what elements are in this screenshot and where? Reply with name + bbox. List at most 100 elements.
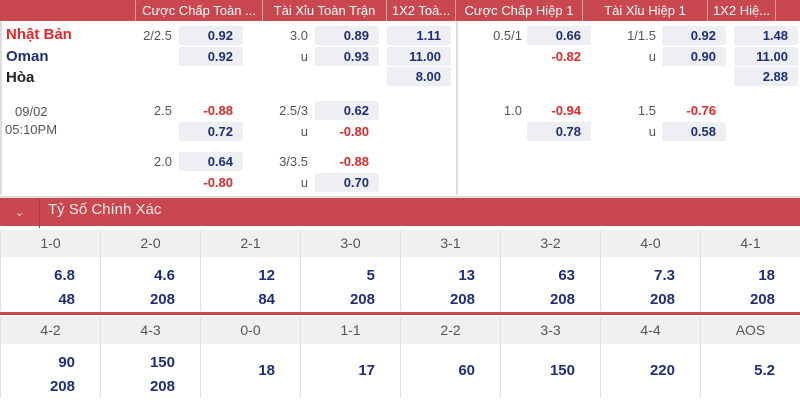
score-cell[interactable]: AOS 5.2 [700, 317, 800, 398]
score-cell[interactable]: 2-0 4.6 208 [100, 230, 200, 311]
col-ft-handicap[interactable]: Cược Chấp Toàn ... [135, 0, 262, 21]
ou-line: 3/3.5 [279, 154, 308, 169]
score-odds[interactable]: 84 [258, 291, 275, 308]
col-h1-1x2[interactable]: 1X2 Hiệ... [707, 0, 775, 21]
odds-cell[interactable]: 0.58 [662, 122, 726, 141]
score-odds[interactable]: 208 [749, 291, 775, 308]
odds-cell[interactable]: -0.94 [551, 103, 581, 118]
odds-cell[interactable]: -0.88 [339, 154, 369, 169]
score-cell[interactable]: 2-1 12 84 [200, 230, 300, 311]
score-cell[interactable]: 3-2 63 208 [500, 230, 600, 311]
odds-cell[interactable]: 0.64 [179, 152, 243, 171]
score-odds[interactable]: 208 [649, 291, 675, 308]
score-cell[interactable]: 4-3 150 208 [100, 317, 200, 398]
score-label: 3-3 [501, 317, 600, 344]
odds-cell[interactable]: 0.78 [527, 122, 591, 141]
score-odds[interactable]: 4.6 [154, 267, 175, 284]
score-label: 2-2 [401, 317, 500, 344]
under-label: u [648, 124, 656, 139]
odds-cell[interactable]: -0.80 [203, 175, 233, 190]
score-cell[interactable]: 4-2 90 208 [0, 317, 100, 398]
score-odds[interactable]: 18 [258, 362, 275, 379]
score-odds[interactable]: 5.2 [754, 362, 775, 379]
score-cell[interactable]: 3-1 13 208 [400, 230, 500, 311]
odds-cell[interactable]: 8.00 [387, 67, 451, 86]
odds-cell[interactable]: 1.11 [387, 26, 451, 45]
col-h1-handicap[interactable]: Cược Chấp Hiệp 1 [455, 0, 582, 21]
score-cell[interactable]: 2-2 60 [400, 317, 500, 398]
odds-cell[interactable]: 1.48 [734, 26, 798, 45]
match-time: 05:10PM [5, 122, 58, 137]
odds-cell[interactable]: -0.82 [551, 49, 581, 64]
hdp-line: 0.5/1 [493, 28, 522, 43]
score-cell[interactable]: 3-0 5 208 [300, 230, 400, 311]
odds-cell[interactable]: 0.92 [179, 26, 243, 45]
score-label: 2-1 [201, 230, 300, 257]
correct-score-header[interactable]: ⌄ Tỷ Số Chính Xác [0, 196, 800, 228]
col-ft-over-under[interactable]: Tài Xỉu Toàn Trận [262, 0, 386, 21]
score-cell[interactable]: 3-3 150 [500, 317, 600, 398]
score-cell[interactable]: 1-1 17 [300, 317, 400, 398]
odds-cell[interactable]: 11.00 [387, 47, 451, 66]
score-odds[interactable]: 5 [366, 267, 375, 284]
odds-cell[interactable]: 0.70 [315, 173, 379, 192]
score-label: 4-3 [101, 317, 200, 344]
score-odds[interactable]: 150 [549, 362, 575, 379]
chevron-down-icon[interactable]: ⌄ [0, 198, 40, 228]
score-odds[interactable]: 150 [149, 354, 175, 371]
away-team: Oman [6, 48, 49, 65]
score-cell[interactable]: 4-0 7.3 208 [600, 230, 700, 311]
score-cell[interactable]: 0-0 18 [200, 317, 300, 398]
score-label: AOS [701, 317, 800, 344]
odds-cell[interactable]: 0.62 [315, 101, 379, 120]
col-extra [775, 0, 800, 21]
odds-cell[interactable]: -0.88 [203, 103, 233, 118]
score-odds[interactable]: 6.8 [54, 267, 75, 284]
score-odds[interactable]: 208 [349, 291, 375, 308]
score-odds[interactable]: 7.3 [654, 267, 675, 284]
score-odds[interactable]: 220 [649, 362, 675, 379]
hdp-line: 2.0 [153, 154, 172, 169]
score-odds[interactable]: 60 [458, 362, 475, 379]
ou-line: 3.0 [289, 28, 308, 43]
odds-cell[interactable]: 11.00 [734, 47, 798, 66]
score-odds[interactable]: 12 [258, 267, 275, 284]
score-odds[interactable]: 208 [149, 378, 175, 395]
odds-cell[interactable]: 0.72 [179, 122, 243, 141]
col-h1-over-under[interactable]: Tài Xỉu Hiệp 1 [582, 0, 707, 21]
score-odds[interactable]: 63 [558, 267, 575, 284]
score-cell[interactable]: 4-4 220 [600, 317, 700, 398]
odds-cell[interactable]: -0.76 [686, 103, 716, 118]
score-odds[interactable]: 208 [449, 291, 475, 308]
odds-cell[interactable]: 2.88 [734, 67, 798, 86]
score-odds[interactable]: 13 [458, 267, 475, 284]
odds-cell[interactable]: 0.66 [527, 26, 591, 45]
col-ft-1x2[interactable]: 1X2 Toà... [386, 0, 455, 21]
section-title: Tỷ Số Chính Xác [48, 201, 162, 218]
odds-cell[interactable]: 0.90 [662, 47, 726, 66]
score-odds[interactable]: 208 [149, 291, 175, 308]
odds-cell[interactable]: -0.80 [339, 124, 369, 139]
home-team: Nhật Bản [6, 26, 72, 43]
score-label: 4-0 [601, 230, 700, 257]
score-label: 4-4 [601, 317, 700, 344]
score-odds[interactable]: 208 [549, 291, 575, 308]
score-label: 1-0 [1, 230, 100, 257]
row-divider [0, 312, 800, 315]
score-cell[interactable]: 4-1 18 208 [700, 230, 800, 311]
score-label: 3-1 [401, 230, 500, 257]
odds-cell[interactable]: 0.89 [315, 26, 379, 45]
hdp-line: 2/2.5 [143, 28, 172, 43]
under-label: u [300, 124, 308, 139]
odds-cell[interactable]: 0.92 [662, 26, 726, 45]
score-odds[interactable]: 18 [758, 267, 775, 284]
score-odds[interactable]: 17 [358, 362, 375, 379]
score-odds[interactable]: 208 [49, 378, 75, 395]
score-cell[interactable]: 1-0 6.8 48 [0, 230, 100, 311]
score-label: 2-0 [101, 230, 200, 257]
ou-line: 1.5 [637, 103, 656, 118]
odds-cell[interactable]: 0.93 [315, 47, 379, 66]
score-odds[interactable]: 48 [58, 291, 75, 308]
score-odds[interactable]: 90 [58, 354, 75, 371]
odds-cell[interactable]: 0.92 [179, 47, 243, 66]
